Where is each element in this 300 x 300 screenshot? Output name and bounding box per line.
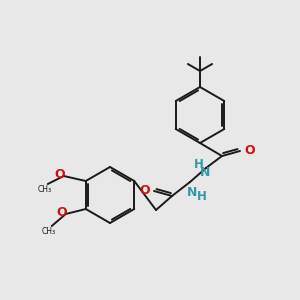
Text: CH₃: CH₃ <box>38 185 52 194</box>
Text: O: O <box>244 145 255 158</box>
Text: O: O <box>54 169 65 182</box>
Text: H: H <box>197 190 207 202</box>
Text: O: O <box>140 184 150 197</box>
Text: O: O <box>56 206 67 220</box>
Text: N: N <box>200 167 210 179</box>
Text: H: H <box>194 158 204 170</box>
Text: N: N <box>187 185 197 199</box>
Text: CH₃: CH₃ <box>42 227 56 236</box>
